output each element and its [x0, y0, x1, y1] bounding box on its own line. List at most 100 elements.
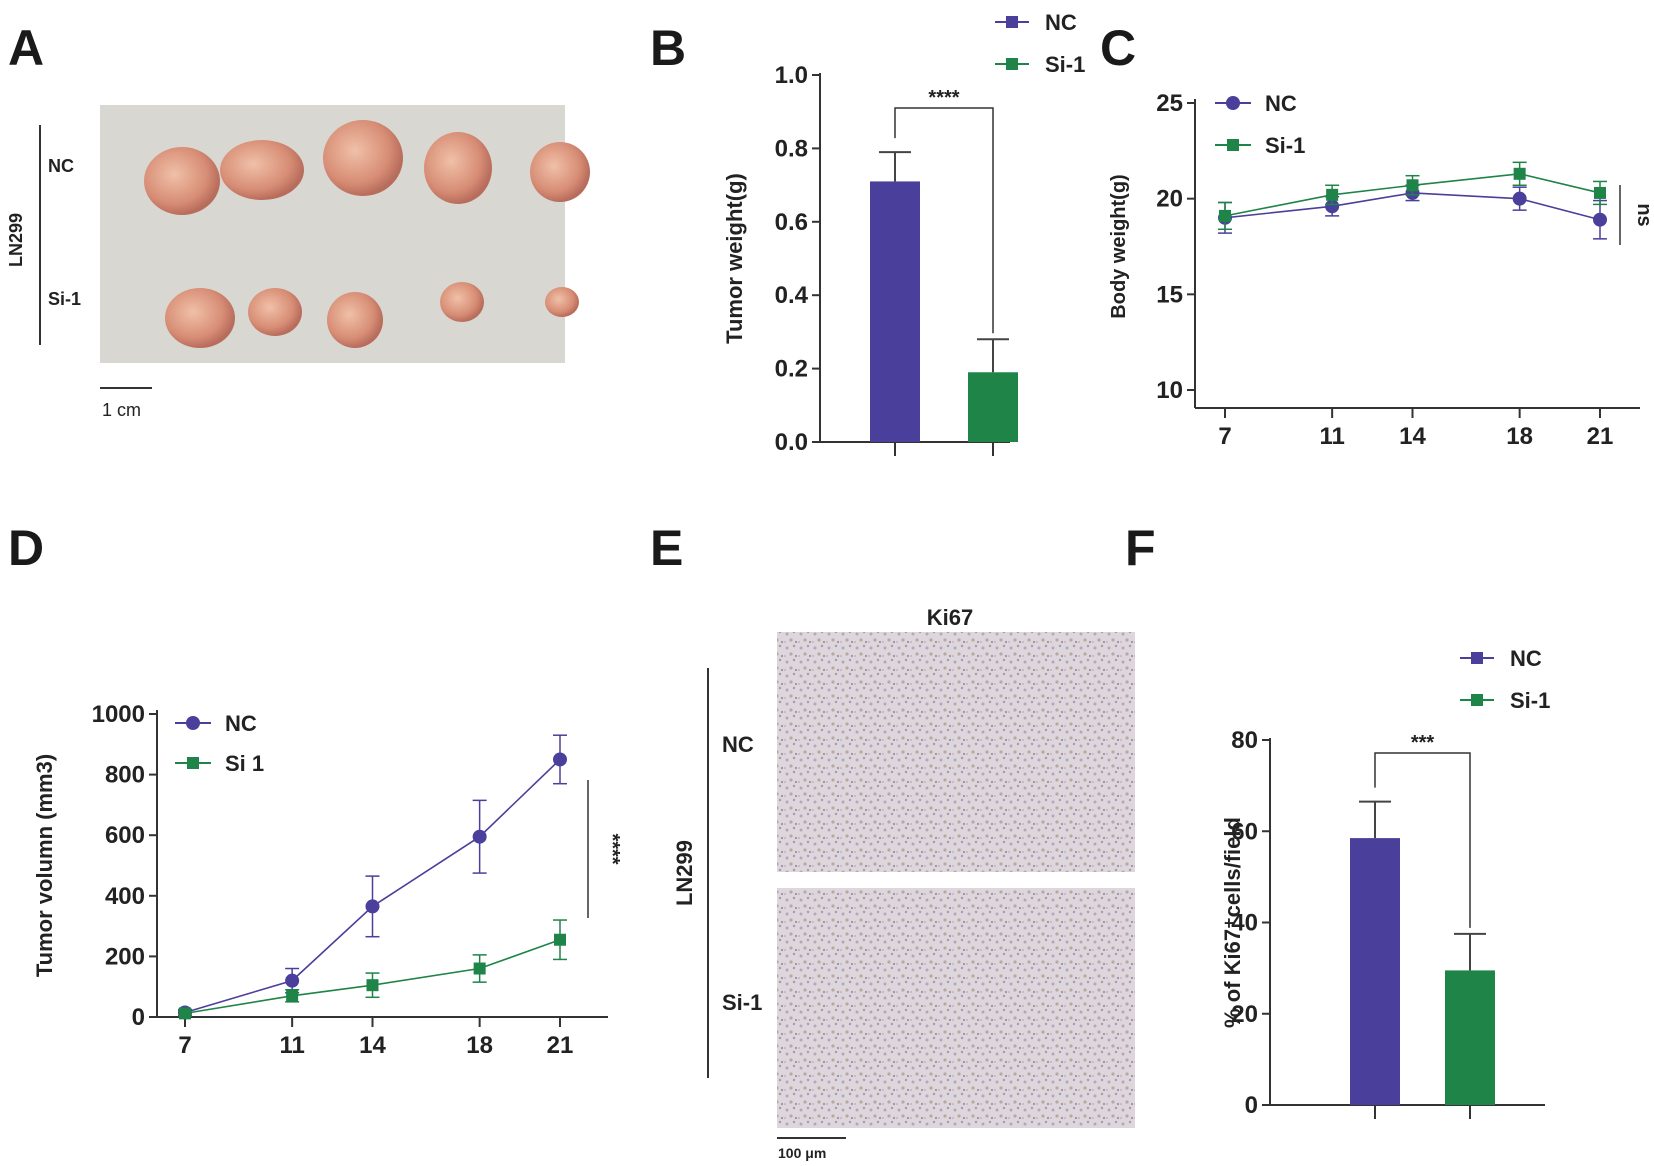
significance-label: **** — [601, 833, 623, 864]
tumor-si-5 — [545, 287, 579, 317]
x-tick-label: 18 — [1506, 423, 1533, 450]
data-point — [1512, 191, 1527, 206]
x-tick-label: 14 — [1399, 423, 1426, 450]
chart-c-body-weight: 10 15 20 25 7 11 14 18 21 Body weight(g) ns NC Si-1 — [1108, 90, 1654, 450]
data-point — [553, 752, 567, 767]
row-label-nc: NC — [48, 156, 74, 176]
legend-label: Si-1 — [1045, 52, 1085, 77]
y-tick-label: 0 — [132, 1004, 145, 1031]
y-tick-label: 10 — [1156, 377, 1183, 404]
data-point — [1593, 212, 1607, 227]
legend-label: Si 1 — [225, 751, 264, 776]
x-tick-label: 7 — [178, 1032, 191, 1059]
panel-letter-b: B — [650, 20, 686, 76]
chart-f-ki67: 0 20 40 60 80 % of Ki67⁺cells/field *** NC Si-1 — [1220, 646, 1550, 1119]
x-tick-label: 18 — [466, 1032, 493, 1059]
x-tick-label: 7 — [1218, 423, 1231, 450]
legend-label: NC — [1265, 91, 1297, 116]
tumor-nc-4 — [424, 132, 492, 204]
legend-label: Si-1 — [1510, 688, 1550, 713]
y-tick-label: 1000 — [92, 701, 145, 728]
y-axis-label: Tumor volumn (mm3) — [32, 754, 57, 977]
legend-label: NC — [1045, 10, 1077, 35]
data-point — [179, 1007, 191, 1020]
bar-si-1 — [968, 372, 1018, 442]
y-tick-label: 200 — [105, 943, 145, 970]
y-tick-label: 60 — [1231, 818, 1258, 845]
chart-d-tumor-volume: 0 200 400 600 800 1000 7 11 14 18 21 Tumor volumn (… — [32, 701, 623, 1059]
panel-letter-e: E — [650, 520, 683, 576]
data-point — [554, 933, 566, 946]
x-tick-label: 11 — [1319, 423, 1344, 450]
y-axis-label: % of Ki67⁺cells/field — [1220, 817, 1245, 1028]
data-point — [1325, 199, 1340, 214]
y-tick-label: 15 — [1156, 281, 1183, 308]
tumor-nc-1 — [144, 147, 220, 215]
ihc-scale-bar-label: 100 μm — [778, 1145, 826, 1161]
y-tick-label: 0 — [1245, 1092, 1258, 1119]
data-point — [286, 989, 299, 1002]
data-point — [285, 973, 300, 988]
data-point — [365, 899, 380, 914]
y-tick-label: 25 — [1156, 90, 1183, 117]
ihc-image-nc — [777, 632, 1135, 872]
tumor-si-4 — [440, 282, 484, 322]
y-tick-label: 0.2 — [775, 356, 808, 383]
legend-marker — [1227, 139, 1239, 151]
panel-a-photo: LN299 NC Si-1 1 cm — [6, 105, 590, 420]
data-point — [366, 979, 379, 992]
ihc-cell-line-label: LN299 — [672, 840, 697, 906]
y-tick-label: 40 — [1231, 910, 1258, 937]
panel-letter-d: D — [8, 520, 44, 576]
y-axis-label: Tumor weight(g) — [722, 173, 747, 344]
bar-nc — [1350, 838, 1400, 1105]
legend-marker — [186, 716, 200, 730]
y-axis-label: Body weight(g) — [1108, 174, 1130, 318]
tumor-nc-3 — [323, 120, 403, 196]
x-tick-label: 11 — [279, 1032, 304, 1059]
legend-label: NC — [1510, 646, 1542, 671]
significance-bracket — [894, 107, 994, 334]
data-point — [1219, 209, 1231, 222]
y-tick-label: 80 — [1231, 727, 1258, 754]
data-point — [1513, 167, 1526, 180]
panel-e-ihc: Ki67 LN299 NC Si-1 100 μm — [672, 605, 1135, 1161]
y-tick-label: 0.0 — [775, 429, 808, 456]
cell-line-label: LN299 — [6, 213, 26, 267]
chart-b-tumor-weight: 0.0 0.2 0.4 0.6 0.8 1.0 Tumor weight(g) **** NC S… — [722, 10, 1085, 456]
tumor-nc-5 — [530, 142, 590, 202]
x-tick-label: 21 — [1587, 423, 1614, 450]
data-point — [472, 829, 487, 844]
y-tick-label: 800 — [105, 762, 145, 789]
scale-bar-label: 1 cm — [102, 400, 141, 420]
tumor-nc-2 — [220, 140, 304, 200]
ihc-row-label-nc: NC — [722, 732, 754, 757]
data-point — [473, 962, 486, 975]
legend-marker — [1471, 694, 1483, 706]
panel-letter-c: C — [1100, 20, 1136, 76]
bar-si-1 — [1445, 970, 1495, 1105]
y-tick-label: 20 — [1231, 1001, 1258, 1028]
legend-label: NC — [225, 711, 257, 736]
x-tick-label: 21 — [547, 1032, 574, 1059]
bar-nc — [870, 181, 920, 442]
legend-marker — [1006, 16, 1018, 28]
y-tick-label: 0.4 — [775, 282, 809, 309]
data-point — [1594, 186, 1606, 199]
ihc-row-label-si: Si-1 — [722, 990, 762, 1015]
legend-label: Si-1 — [1265, 133, 1305, 158]
y-tick-label: 400 — [105, 883, 145, 910]
y-tick-label: 0.8 — [775, 135, 808, 162]
tumor-si-3 — [327, 292, 383, 348]
ihc-title: Ki67 — [927, 605, 973, 630]
legend-marker — [1006, 58, 1018, 70]
significance-bracket — [1374, 752, 1471, 928]
ihc-image-si — [777, 888, 1135, 1128]
panel-letter-f: F — [1125, 520, 1156, 576]
legend-marker — [187, 757, 199, 769]
legend-marker — [1226, 96, 1240, 110]
panel-letter-a: A — [8, 20, 44, 76]
y-tick-label: 0.6 — [775, 209, 808, 236]
row-label-si: Si-1 — [48, 289, 81, 309]
